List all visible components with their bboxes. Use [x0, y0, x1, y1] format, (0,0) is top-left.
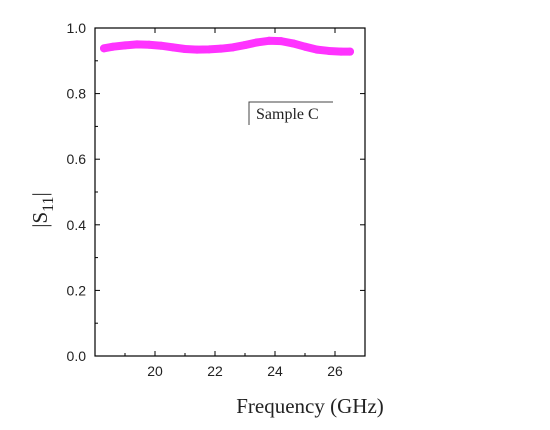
- y-tick-label: 1.0: [67, 20, 87, 36]
- y-axis: 0.0 0.2 0.4 0.6 0.8 1.0: [67, 20, 365, 364]
- data-point: [253, 38, 261, 47]
- x-axis: 20 22 24 26: [94, 28, 366, 379]
- data-point: [277, 37, 285, 46]
- data-point: [229, 43, 237, 52]
- data-point: [217, 44, 225, 53]
- y-tick-label: 0.8: [67, 86, 87, 102]
- data-point: [289, 39, 297, 48]
- x-axis-title: Frequency (GHz): [236, 394, 384, 418]
- data-point: [145, 40, 153, 49]
- y-axis-title: |S11|: [28, 192, 57, 228]
- data-point: [133, 40, 141, 49]
- data-point: [346, 47, 354, 56]
- x-tick-label: 26: [327, 363, 343, 379]
- data-point: [157, 41, 165, 50]
- x-tick-label: 24: [267, 363, 283, 379]
- data-point: [241, 41, 249, 50]
- y-tick-label: 0.0: [67, 348, 87, 364]
- series-line: [100, 36, 354, 56]
- x-tick-label: 22: [207, 363, 223, 379]
- y-tick-label: 0.4: [67, 217, 87, 233]
- data-point: [169, 43, 177, 52]
- legend: Sample C: [248, 101, 333, 125]
- data-point: [325, 46, 333, 55]
- y-axis-title-subscript: 11: [40, 196, 57, 211]
- data-point: [109, 42, 117, 51]
- legend-label: Sample C: [256, 106, 319, 123]
- y-tick-label: 0.2: [67, 282, 87, 298]
- plot-frame: [94, 27, 366, 357]
- data-point: [205, 45, 213, 54]
- y-axis-title-close: |: [28, 192, 52, 196]
- data-point: [337, 47, 345, 56]
- data-point: [265, 36, 273, 45]
- x-tick-label: 20: [147, 363, 163, 379]
- data-point: [313, 45, 321, 54]
- y-tick-label: 0.6: [67, 151, 87, 167]
- data-point: [181, 44, 189, 53]
- data-point: [121, 41, 129, 50]
- series-sample-c: [100, 36, 354, 56]
- legend-box: [248, 101, 333, 125]
- data-point: [301, 42, 309, 51]
- data-point: [193, 45, 201, 54]
- data-point: [100, 44, 108, 53]
- y-axis-title-main: |S: [28, 212, 52, 228]
